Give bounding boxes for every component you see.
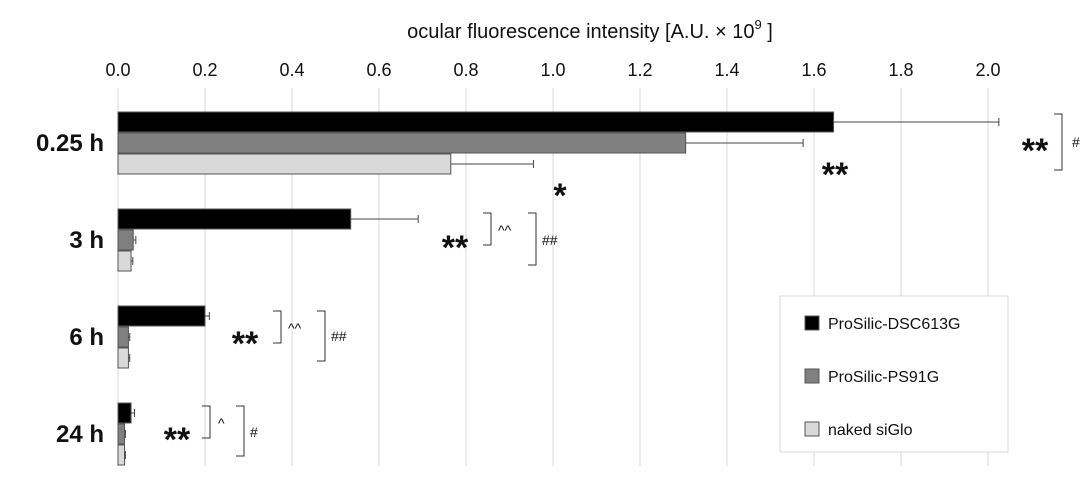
significance-mark: # <box>1072 134 1080 150</box>
x-tick-label: 0.0 <box>105 60 130 80</box>
bar <box>117 153 452 175</box>
x-tick-label: 0.6 <box>366 60 391 80</box>
significance-bracket <box>483 212 492 246</box>
significance-mark: ## <box>542 232 558 248</box>
bar <box>117 402 132 424</box>
bar <box>117 111 835 133</box>
x-tick-labels: 0.0 0.2 0.4 0.6 0.8 1.0 1.2 1.4 1.6 1.8 2.0 <box>105 60 1000 80</box>
x-axis-title-superscript: 9 <box>755 17 762 32</box>
bar <box>117 132 687 154</box>
x-tick-label: 1.2 <box>627 60 652 80</box>
legend-label: ProSilic-PS91G <box>828 369 939 386</box>
category-label: 3 h <box>69 227 104 254</box>
legend-label: naked siGlo <box>828 422 913 439</box>
bar <box>117 305 206 327</box>
significance-mark: ## <box>331 328 347 344</box>
significance-mark: # <box>250 424 258 440</box>
significance-bracket <box>528 212 537 266</box>
significance-bracket <box>1054 113 1063 171</box>
bar <box>117 208 352 230</box>
category-label: 24 h <box>56 421 104 448</box>
significance-stars: ** <box>164 421 191 459</box>
significance-bracket <box>317 310 326 362</box>
significance-stars: ** <box>442 229 469 267</box>
significance-stars: * <box>553 177 567 215</box>
bar <box>117 347 129 369</box>
bars <box>117 111 1000 466</box>
significance-annotations: ***********#^^##^^ ##^# <box>164 113 1080 459</box>
bar <box>117 423 126 445</box>
legend-swatch <box>804 421 820 437</box>
bar <box>117 444 126 466</box>
x-tick-label: 0.4 <box>279 60 304 80</box>
category-labels: 0.25 h 3 h 6 h 24 h <box>36 130 104 448</box>
significance-stars: ** <box>822 156 849 194</box>
significance-bracket <box>202 405 211 439</box>
bar <box>117 229 134 251</box>
significance-mark: ^^ <box>498 222 512 238</box>
significance-stars: ** <box>1022 132 1049 170</box>
x-tick-label: 1.0 <box>540 60 565 80</box>
x-tick-label: 0.8 <box>453 60 478 80</box>
x-tick-label: 0.2 <box>192 60 217 80</box>
legend-swatch <box>804 368 820 384</box>
legend-label: ProSilic-DSC613G <box>828 316 960 333</box>
significance-bracket <box>273 310 282 344</box>
significance-stars: ** <box>232 325 259 363</box>
category-label: 6 h <box>69 324 104 351</box>
x-tick-label: 2.0 <box>975 60 1000 80</box>
bar <box>117 250 132 272</box>
significance-mark: ^^ <box>288 320 302 336</box>
x-tick-label: 1.4 <box>714 60 739 80</box>
significance-mark: ^ <box>218 415 225 431</box>
bar <box>117 326 129 348</box>
x-tick-label: 1.6 <box>801 60 826 80</box>
legend: ProSilic-DSC613G ProSilic-PS91G naked siGl… <box>779 295 1009 453</box>
x-axis-title: ocular fluorescence intensity [A.U. × 10… <box>407 17 773 43</box>
category-label: 0.25 h <box>36 130 104 157</box>
significance-bracket <box>236 405 245 457</box>
x-tick-label: 1.8 <box>888 60 913 80</box>
legend-swatch <box>804 315 820 331</box>
